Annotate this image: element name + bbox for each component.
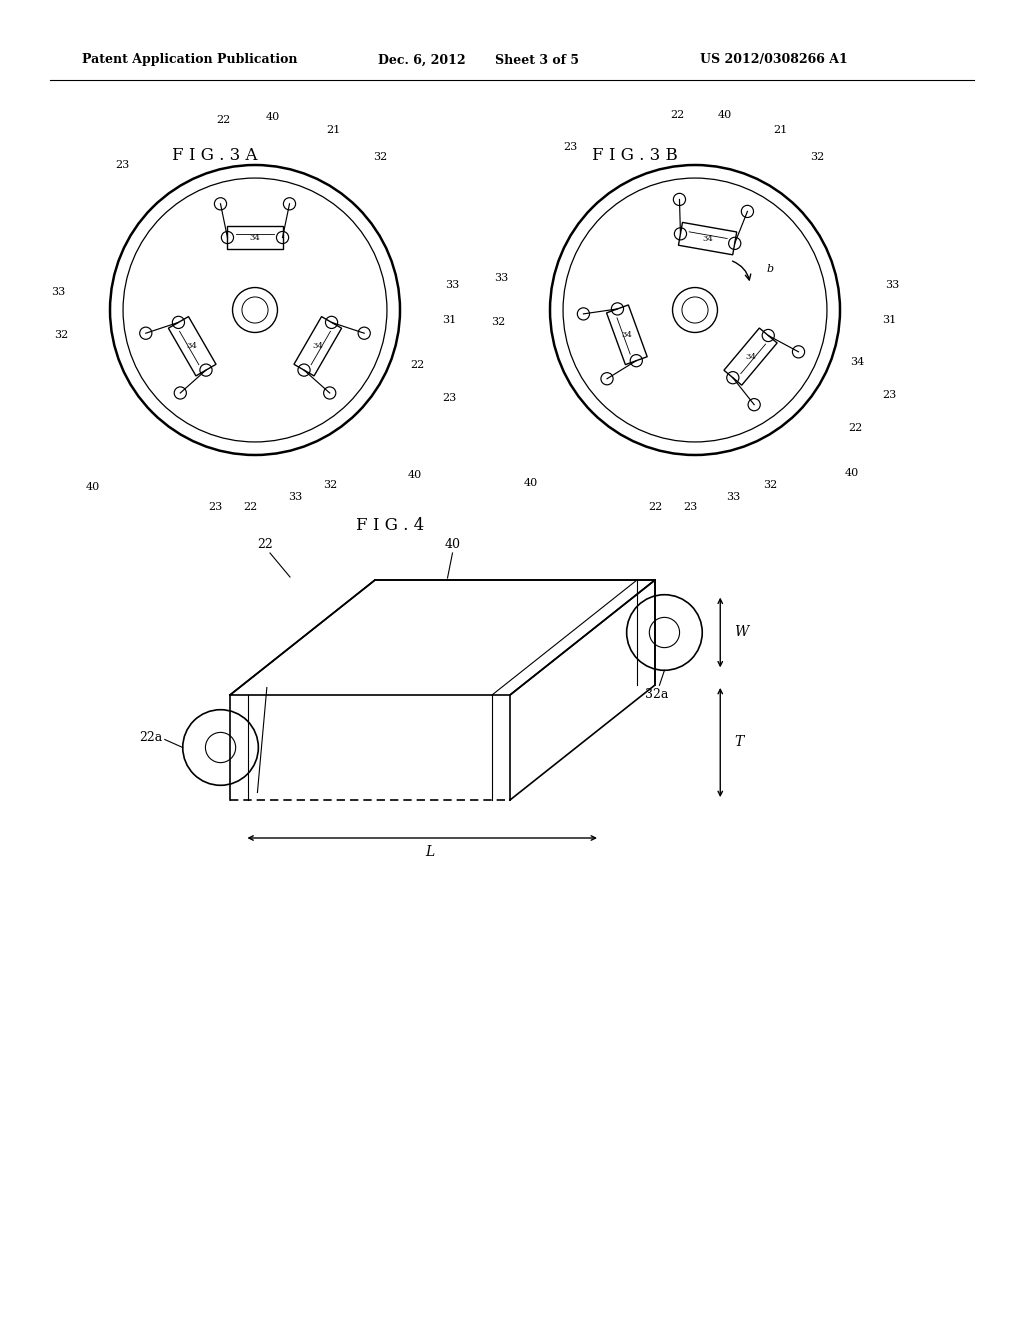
Text: 33: 33 — [445, 280, 459, 290]
Text: 40: 40 — [266, 112, 281, 121]
Text: 34: 34 — [250, 234, 260, 242]
Text: 32: 32 — [763, 480, 777, 490]
Text: 22: 22 — [243, 502, 257, 512]
Text: 22: 22 — [848, 422, 862, 433]
Text: 23: 23 — [683, 502, 697, 512]
Text: F I G . 3 B: F I G . 3 B — [592, 147, 678, 164]
Text: 22: 22 — [670, 110, 684, 120]
Text: 32a: 32a — [645, 688, 668, 701]
Text: 40: 40 — [444, 539, 461, 552]
Text: 23: 23 — [208, 502, 222, 512]
Text: L: L — [426, 845, 435, 859]
Text: 22: 22 — [216, 115, 230, 125]
Text: 22a: 22a — [139, 731, 163, 744]
Text: 21: 21 — [326, 125, 340, 135]
Text: 33: 33 — [288, 492, 302, 502]
Text: 22: 22 — [648, 502, 663, 512]
Text: 31: 31 — [882, 315, 896, 325]
Text: 34: 34 — [312, 342, 324, 350]
Text: 33: 33 — [51, 286, 65, 297]
Text: 22: 22 — [410, 360, 424, 370]
Text: 33: 33 — [726, 492, 740, 502]
Text: 23: 23 — [563, 143, 577, 152]
Text: 40: 40 — [523, 478, 538, 488]
Text: 32: 32 — [53, 330, 68, 341]
Text: 32: 32 — [323, 480, 337, 490]
Text: 34: 34 — [186, 342, 198, 350]
Text: 40: 40 — [718, 110, 732, 120]
Text: Dec. 6, 2012: Dec. 6, 2012 — [378, 54, 466, 66]
Text: F I G . 3 A: F I G . 3 A — [172, 147, 258, 164]
Text: 23: 23 — [882, 389, 896, 400]
Text: 32: 32 — [810, 152, 824, 162]
Text: 22: 22 — [257, 539, 272, 552]
Text: 23: 23 — [442, 393, 457, 403]
Text: W: W — [734, 626, 749, 639]
Text: 34: 34 — [622, 331, 632, 339]
Text: 34: 34 — [745, 352, 756, 360]
Text: 33: 33 — [494, 273, 508, 282]
Text: b: b — [767, 264, 774, 275]
Text: 23: 23 — [116, 160, 130, 170]
Text: 32: 32 — [373, 152, 387, 162]
Text: F I G . 4: F I G . 4 — [356, 516, 424, 533]
Text: 40: 40 — [408, 470, 422, 480]
Text: 21: 21 — [773, 125, 787, 135]
Text: Patent Application Publication: Patent Application Publication — [82, 54, 298, 66]
Text: 34: 34 — [702, 235, 713, 243]
Text: 34: 34 — [850, 356, 864, 367]
Text: 32: 32 — [490, 317, 505, 327]
Text: 33: 33 — [885, 280, 899, 290]
Text: Sheet 3 of 5: Sheet 3 of 5 — [495, 54, 579, 66]
Text: 40: 40 — [86, 482, 100, 492]
Text: T: T — [734, 735, 743, 750]
Text: 40: 40 — [845, 469, 859, 478]
Text: US 2012/0308266 A1: US 2012/0308266 A1 — [700, 54, 848, 66]
Text: 31: 31 — [442, 315, 457, 325]
